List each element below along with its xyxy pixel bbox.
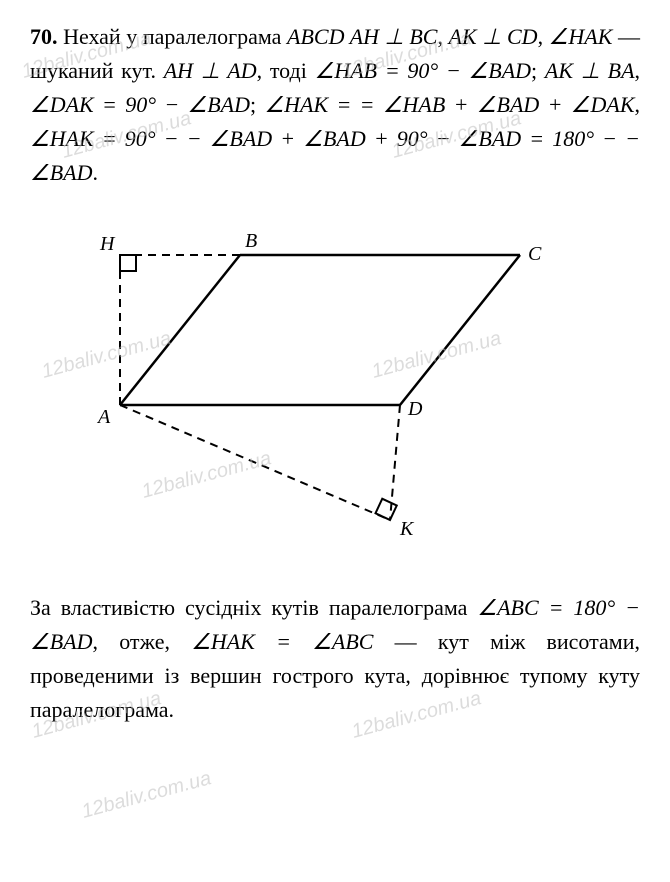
math: ∠HAK = ∠ABC — [191, 629, 373, 654]
label-d: D — [407, 398, 423, 420]
label-k: K — [399, 518, 415, 540]
text: , отже, — [93, 629, 192, 654]
text: , — [538, 24, 549, 49]
text: , — [635, 92, 641, 117]
right-angle-h — [120, 255, 136, 271]
right-angle-k — [375, 499, 396, 520]
conclusion-paragraph: За властивістю сусідніх кутів паралелогр… — [30, 591, 640, 727]
math: ∠HAK = = ∠HAB + ∠BAD + ∠DAK — [264, 92, 634, 117]
parallelogram-figure: H B C A D K — [60, 215, 580, 555]
altitude-ak — [120, 405, 390, 520]
label-h: H — [99, 233, 116, 255]
text: За властивістю сусідніх кутів паралелогр… — [30, 595, 477, 620]
geometry-diagram: H B C A D K — [60, 215, 640, 565]
problem-number: 70. — [30, 24, 58, 49]
math: AH ⊥ AD — [164, 58, 257, 83]
math: AK ⊥ BA — [545, 58, 635, 83]
text: ; — [250, 92, 264, 117]
edge-cd — [400, 255, 520, 405]
math: AK ⊥ CD — [449, 24, 538, 49]
text: Нехай у паралелограма — [58, 24, 288, 49]
math: ∠HAK = 90° − − ∠BAD + ∠BAD + 90° − ∠BAD … — [30, 126, 640, 185]
text: , — [437, 24, 448, 49]
text: . — [93, 160, 99, 185]
math: ∠DAK = 90° − ∠BAD — [30, 92, 250, 117]
text: ; — [531, 58, 545, 83]
label-c: C — [528, 243, 542, 265]
problem-paragraph: 70. Нехай у паралелограма ABCD AH ⊥ BC , … — [30, 20, 640, 190]
text: , — [635, 58, 641, 83]
label-b: B — [245, 230, 257, 252]
label-a: A — [96, 406, 111, 428]
edge-ab — [120, 255, 240, 405]
math: ∠HAB = 90° − ∠BAD — [315, 58, 531, 83]
text: , тоді — [257, 58, 315, 83]
math: ∠HAK — [549, 24, 613, 49]
math: ABCD AH ⊥ BC — [287, 24, 437, 49]
watermark: 12baliv.com.ua — [78, 763, 215, 827]
